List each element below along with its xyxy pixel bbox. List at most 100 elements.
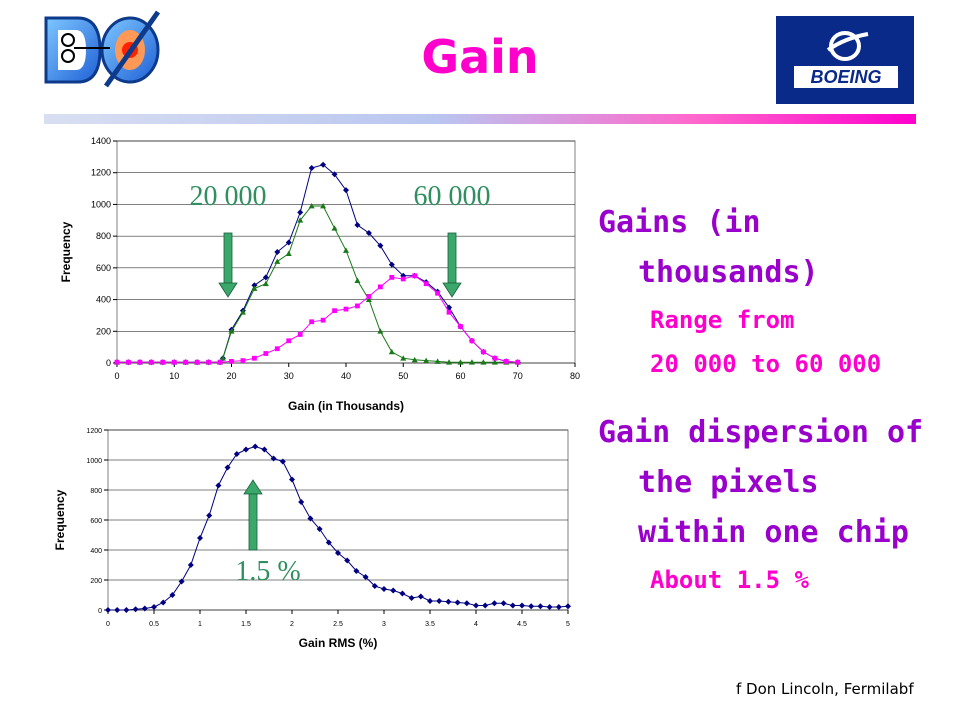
- data-point: [215, 482, 222, 489]
- data-point: [454, 599, 461, 606]
- data-point: [355, 303, 360, 309]
- data-point: [377, 328, 384, 334]
- bullet-1-sub2: 20 000 to 60 000: [650, 350, 882, 378]
- page-title: Gain: [421, 30, 539, 84]
- data-point: [123, 607, 130, 613]
- data-point: [353, 568, 360, 574]
- data-point: [491, 600, 498, 607]
- y-tick-label: 600: [96, 263, 111, 273]
- y-tick-label: 1200: [91, 168, 111, 178]
- data-point: [546, 604, 553, 610]
- data-point: [362, 574, 369, 580]
- boeing-wordmark: BOEING: [810, 67, 881, 87]
- bullet-1: Gains (in thousands): [598, 198, 948, 298]
- data-point: [365, 229, 372, 236]
- data-point: [320, 317, 326, 323]
- x-tick-label: 3.5: [425, 621, 435, 628]
- data-point: [423, 357, 430, 364]
- data-point: [297, 209, 304, 216]
- data-point: [251, 282, 258, 289]
- data-point: [297, 217, 304, 223]
- annotation-60000: 60 000: [414, 181, 491, 212]
- y-tick-label: 200: [96, 326, 111, 336]
- data-point: [377, 284, 383, 290]
- y-tick-label: 400: [96, 295, 111, 305]
- data-point: [114, 359, 120, 365]
- data-point: [194, 359, 200, 365]
- data-point: [381, 586, 387, 592]
- data-point: [555, 604, 562, 610]
- bullet-1-sub1: Range from: [650, 306, 795, 334]
- x-tick-label: 30: [284, 371, 294, 381]
- data-point: [491, 359, 498, 365]
- data-point: [399, 590, 406, 597]
- x-tick-label: 0: [106, 621, 110, 628]
- data-point: [332, 308, 337, 314]
- data-point: [371, 583, 378, 589]
- arrow-head: [442, 282, 462, 298]
- bullet-1-line1: Gains (in: [598, 205, 761, 240]
- x-tick-label: 0.5: [149, 621, 159, 628]
- data-point: [343, 306, 349, 312]
- data-point: [243, 446, 249, 453]
- data-point: [482, 602, 489, 609]
- data-point: [251, 285, 258, 291]
- data-point: [436, 598, 443, 604]
- data-point: [148, 359, 154, 365]
- data-point: [412, 273, 418, 279]
- data-point: [320, 203, 327, 209]
- data-point: [126, 359, 131, 365]
- data-point: [285, 239, 292, 246]
- data-point: [519, 602, 525, 609]
- data-point: [320, 161, 327, 168]
- data-point: [219, 355, 226, 361]
- arrow-shaft: [447, 232, 457, 284]
- x-tick-label: 10: [169, 371, 179, 381]
- data-point: [274, 258, 281, 264]
- bullet-2-line3: within one chip: [638, 515, 909, 550]
- data-point: [178, 578, 185, 585]
- gain-rms-chart: 0 200 400 600 800 1000 1200 0 0.5 1 1.5 2 2.5 3 3.5 4 4.…: [53, 428, 571, 650]
- data-point: [141, 605, 148, 612]
- data-point: [206, 512, 213, 519]
- data-point: [308, 203, 315, 209]
- data-point: [114, 607, 121, 613]
- y-tick-label: 1000: [91, 199, 111, 209]
- x-tick-label: 1.5: [241, 621, 251, 628]
- data-point: [480, 359, 487, 365]
- data-point: [261, 446, 268, 453]
- bullet-1-line2: thousands): [638, 255, 819, 290]
- data-point: [503, 359, 509, 364]
- x-tick-label: 60: [455, 371, 465, 381]
- data-point: [388, 348, 395, 355]
- footer-credit: f Don Lincoln, Fermilabf: [736, 680, 914, 698]
- data-point: [270, 455, 277, 462]
- data-point: [187, 562, 194, 568]
- data-point: [445, 598, 452, 605]
- y-axis-label: Frequency: [59, 221, 73, 282]
- data-point: [377, 242, 384, 249]
- data-point: [492, 355, 498, 361]
- x-tick-label: 50: [398, 371, 408, 381]
- data-point: [509, 602, 516, 609]
- x-tick-label: 4.5: [517, 621, 527, 628]
- data-point: [343, 247, 349, 253]
- x-axis-label: Gain (in Thousands): [288, 399, 404, 413]
- y-tick-label: 0: [98, 608, 102, 615]
- data-point: [263, 351, 269, 356]
- data-point: [286, 338, 292, 344]
- data-point: [400, 355, 407, 361]
- data-point: [366, 294, 372, 299]
- data-point: [354, 277, 361, 283]
- data-point: [537, 603, 544, 610]
- data-point: [325, 539, 332, 546]
- data-point: [307, 515, 314, 522]
- data-point: [473, 602, 479, 609]
- data-point: [252, 443, 259, 450]
- data-point: [423, 281, 429, 287]
- data-point: [481, 349, 486, 355]
- data-point: [137, 359, 143, 365]
- data-point: [262, 280, 269, 287]
- data-point: [229, 359, 234, 364]
- y-tick-label: 800: [90, 488, 102, 495]
